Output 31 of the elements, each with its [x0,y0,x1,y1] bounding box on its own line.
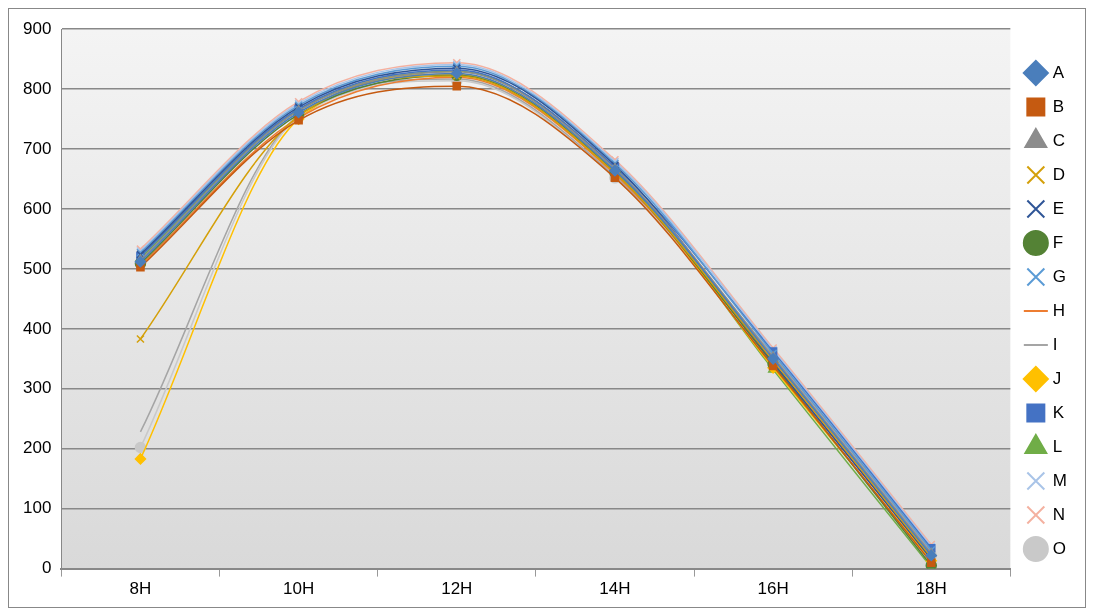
legend-label: N [1052,504,1066,524]
legend-label: E [1052,198,1065,218]
legend-label: I [1052,334,1058,354]
x-tick-label: 10H [283,579,315,599]
legend-label: G [1052,266,1067,286]
x-tick-label: 12H [441,579,473,599]
x-tick-label: 18H [915,579,947,599]
y-tick-label: 900 [22,18,52,38]
legend-label: H [1052,300,1066,320]
y-tick-label: 600 [22,198,52,218]
legend-label: B [1052,96,1065,116]
legend-label: M [1052,470,1068,490]
legend-label: F [1052,232,1064,252]
y-tick-label: 0 [41,558,52,578]
x-tick-label: 14H [599,579,631,599]
legend-label: K [1052,402,1065,422]
y-tick-label: 200 [22,438,52,458]
y-tick-label: 500 [22,258,52,278]
legend-label: A [1052,62,1065,82]
legend-label: D [1052,164,1066,184]
y-tick-label: 400 [22,318,52,338]
y-tick-label: 300 [22,378,52,398]
legend-label: J [1052,368,1062,388]
legend-label: L [1052,436,1063,456]
x-tick-label: 16H [757,579,789,599]
y-tick-label: 100 [22,498,52,518]
legend-label: O [1052,538,1067,558]
y-tick-label: 800 [22,78,52,98]
x-tick-label: 8H [129,579,152,599]
y-tick-label: 700 [22,138,52,158]
legend-label: C [1052,130,1066,150]
